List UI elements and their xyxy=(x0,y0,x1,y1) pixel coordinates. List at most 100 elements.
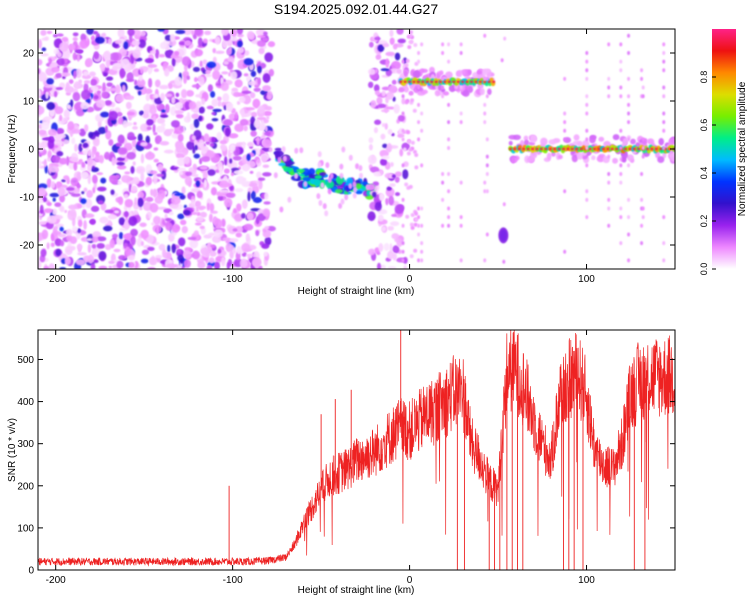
heatmap-track-14hz xyxy=(417,232,421,237)
heatmap-noise xyxy=(109,174,119,184)
heatmap-noise xyxy=(206,105,214,110)
heatmap-track-0hz xyxy=(539,147,544,151)
heatmap-noise xyxy=(58,157,69,165)
heatmap-noise xyxy=(153,147,159,151)
heatmap-noise xyxy=(194,49,203,57)
heatmap-noise xyxy=(188,101,197,110)
heatmap-noise xyxy=(116,112,123,117)
heatmap-noise xyxy=(245,233,251,242)
heatmap-noise xyxy=(92,259,99,264)
heatmap-track-0hz xyxy=(607,197,611,202)
heatmap-noise xyxy=(157,29,165,32)
colorbar-scale xyxy=(712,29,736,269)
heatmap-track-0hz xyxy=(627,111,631,116)
heatmap-noise-band xyxy=(380,133,386,140)
heatmap-noise xyxy=(223,60,229,65)
heatmap-noise xyxy=(199,211,208,218)
heatmap-track-0hz xyxy=(530,150,538,159)
heatmap-noise xyxy=(59,194,66,203)
heatmap-track-0hz xyxy=(607,223,611,228)
heatmap-noise xyxy=(234,79,243,88)
heatmap-track-14hz xyxy=(437,84,443,91)
heatmap-noise xyxy=(164,93,173,98)
heatmap-spot xyxy=(502,202,506,207)
heatmap-noise xyxy=(199,60,203,67)
heatmap-noise xyxy=(153,68,160,73)
heatmap-noise xyxy=(92,187,96,194)
heatmap-track-0hz xyxy=(530,147,535,151)
heatmap-descending-track xyxy=(317,151,322,158)
heatmap-noise xyxy=(91,236,99,243)
heatmap-track-14hz xyxy=(476,70,482,75)
heatmap-noise xyxy=(83,80,91,84)
heatmap-track-14hz xyxy=(447,102,451,107)
heatmap-noise-band xyxy=(372,181,379,186)
snr-xtick-label: -100 xyxy=(223,575,243,586)
heatmap-track-0hz xyxy=(627,137,631,142)
heatmap-track-0hz xyxy=(668,138,675,146)
heatmap-track-0hz xyxy=(585,111,589,116)
heatmap-noise xyxy=(228,72,232,77)
heatmap-noise xyxy=(189,238,199,249)
spectrogram-ytick-label: 0 xyxy=(28,145,34,156)
heatmap-noise xyxy=(236,33,244,38)
heatmap-noise xyxy=(212,56,217,64)
heatmap-track-0hz xyxy=(570,147,574,151)
heatmap-noise xyxy=(61,179,66,183)
heatmap-noise-band xyxy=(380,68,390,72)
heatmap-noise xyxy=(232,247,236,254)
heatmap-descending-track xyxy=(294,172,299,179)
heatmap-noise xyxy=(55,87,63,91)
heatmap-track-14hz xyxy=(417,120,421,125)
heatmap-descending-track xyxy=(348,183,353,190)
heatmap-noise xyxy=(130,185,138,193)
heatmap-noise xyxy=(247,141,255,147)
snr-xlabel: Height of straight line (km) xyxy=(298,585,415,596)
heatmap-track-14hz xyxy=(420,258,424,263)
heatmap-noise xyxy=(165,263,176,269)
heatmap-noise-band xyxy=(413,43,418,48)
spectrogram-xtick-label: 0 xyxy=(407,274,413,285)
heatmap-noise xyxy=(211,111,217,116)
heatmap-track-0hz xyxy=(563,249,567,254)
heatmap-noise xyxy=(38,39,43,49)
heatmap-descending-track xyxy=(355,163,360,170)
heatmap-noise xyxy=(252,257,262,267)
snr-ytick-label: 0 xyxy=(28,566,34,577)
heatmap-track-14hz xyxy=(399,80,403,84)
heatmap-noise xyxy=(177,48,185,57)
heatmap-noise xyxy=(249,182,258,188)
heatmap-noise xyxy=(137,197,144,208)
heatmap-noise xyxy=(174,76,183,86)
heatmap-track-14hz xyxy=(425,80,429,84)
heatmap-noise-band xyxy=(410,140,415,145)
heatmap-noise xyxy=(229,158,233,164)
heatmap-noise-band xyxy=(373,84,380,92)
heatmap-noise xyxy=(72,226,78,232)
colorbar-tick-label: 0.2 xyxy=(699,215,709,228)
heatmap-noise xyxy=(147,63,158,68)
heatmap-noise xyxy=(163,208,172,214)
heatmap-noise-band xyxy=(373,171,382,177)
heatmap-noise xyxy=(241,212,246,219)
heatmap-track-14hz xyxy=(417,102,421,107)
heatmap-track-0hz xyxy=(627,120,631,125)
heatmap-noise-band xyxy=(394,237,399,243)
heatmap-noise xyxy=(109,238,115,249)
heatmap-track-14hz xyxy=(434,80,438,84)
snr-ytick-label: 200 xyxy=(17,481,34,492)
heatmap-noise xyxy=(263,251,269,257)
heatmap-noise xyxy=(228,133,239,139)
spectrogram-ylabel: Frequency (Hz) xyxy=(7,115,18,184)
heatmap-track-0hz xyxy=(523,139,530,146)
heatmap-track-14hz xyxy=(478,80,482,84)
heatmap-track-0hz xyxy=(535,147,539,151)
heatmap-noise xyxy=(152,188,158,198)
heatmap-noise-band xyxy=(402,256,408,264)
heatmap-noise xyxy=(38,58,43,66)
heatmap-noise xyxy=(174,109,184,115)
heatmap-track-0hz xyxy=(619,180,623,185)
heatmap-noise xyxy=(51,155,61,164)
heatmap-track-0hz xyxy=(585,51,589,55)
heatmap-noise xyxy=(189,123,195,131)
